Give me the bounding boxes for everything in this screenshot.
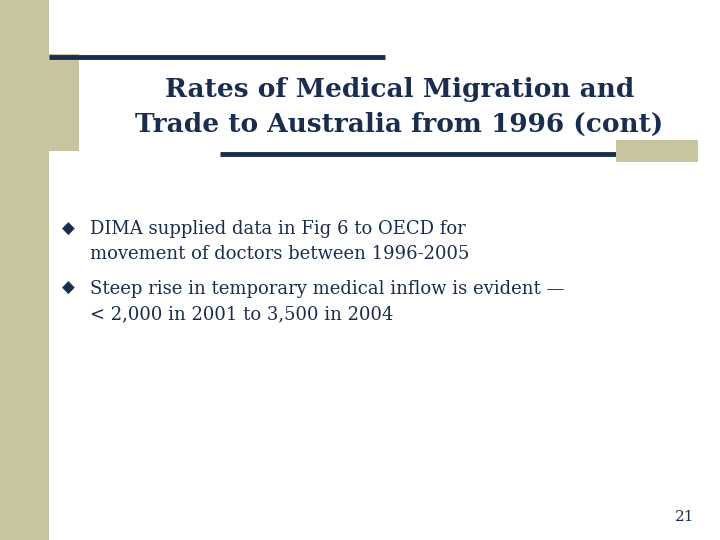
Bar (616, 140, 698, 162)
Text: movement of doctors between 1996-2005: movement of doctors between 1996-2005 (90, 245, 469, 263)
Bar (0, 0, 49, 540)
Text: 21: 21 (675, 510, 695, 524)
Text: ◆: ◆ (62, 221, 75, 238)
Bar (49, 54, 79, 151)
Text: Steep rise in temporary medical inflow is evident —: Steep rise in temporary medical inflow i… (90, 280, 564, 298)
Text: DIMA supplied data in Fig 6 to OECD for: DIMA supplied data in Fig 6 to OECD for (90, 220, 466, 239)
Text: Trade to Australia from 1996 (cont): Trade to Australia from 1996 (cont) (135, 112, 664, 137)
Text: ◆: ◆ (62, 280, 75, 298)
Text: Rates of Medical Migration and: Rates of Medical Migration and (165, 77, 634, 102)
Text: < 2,000 in 2001 to 3,500 in 2004: < 2,000 in 2001 to 3,500 in 2004 (90, 305, 393, 323)
